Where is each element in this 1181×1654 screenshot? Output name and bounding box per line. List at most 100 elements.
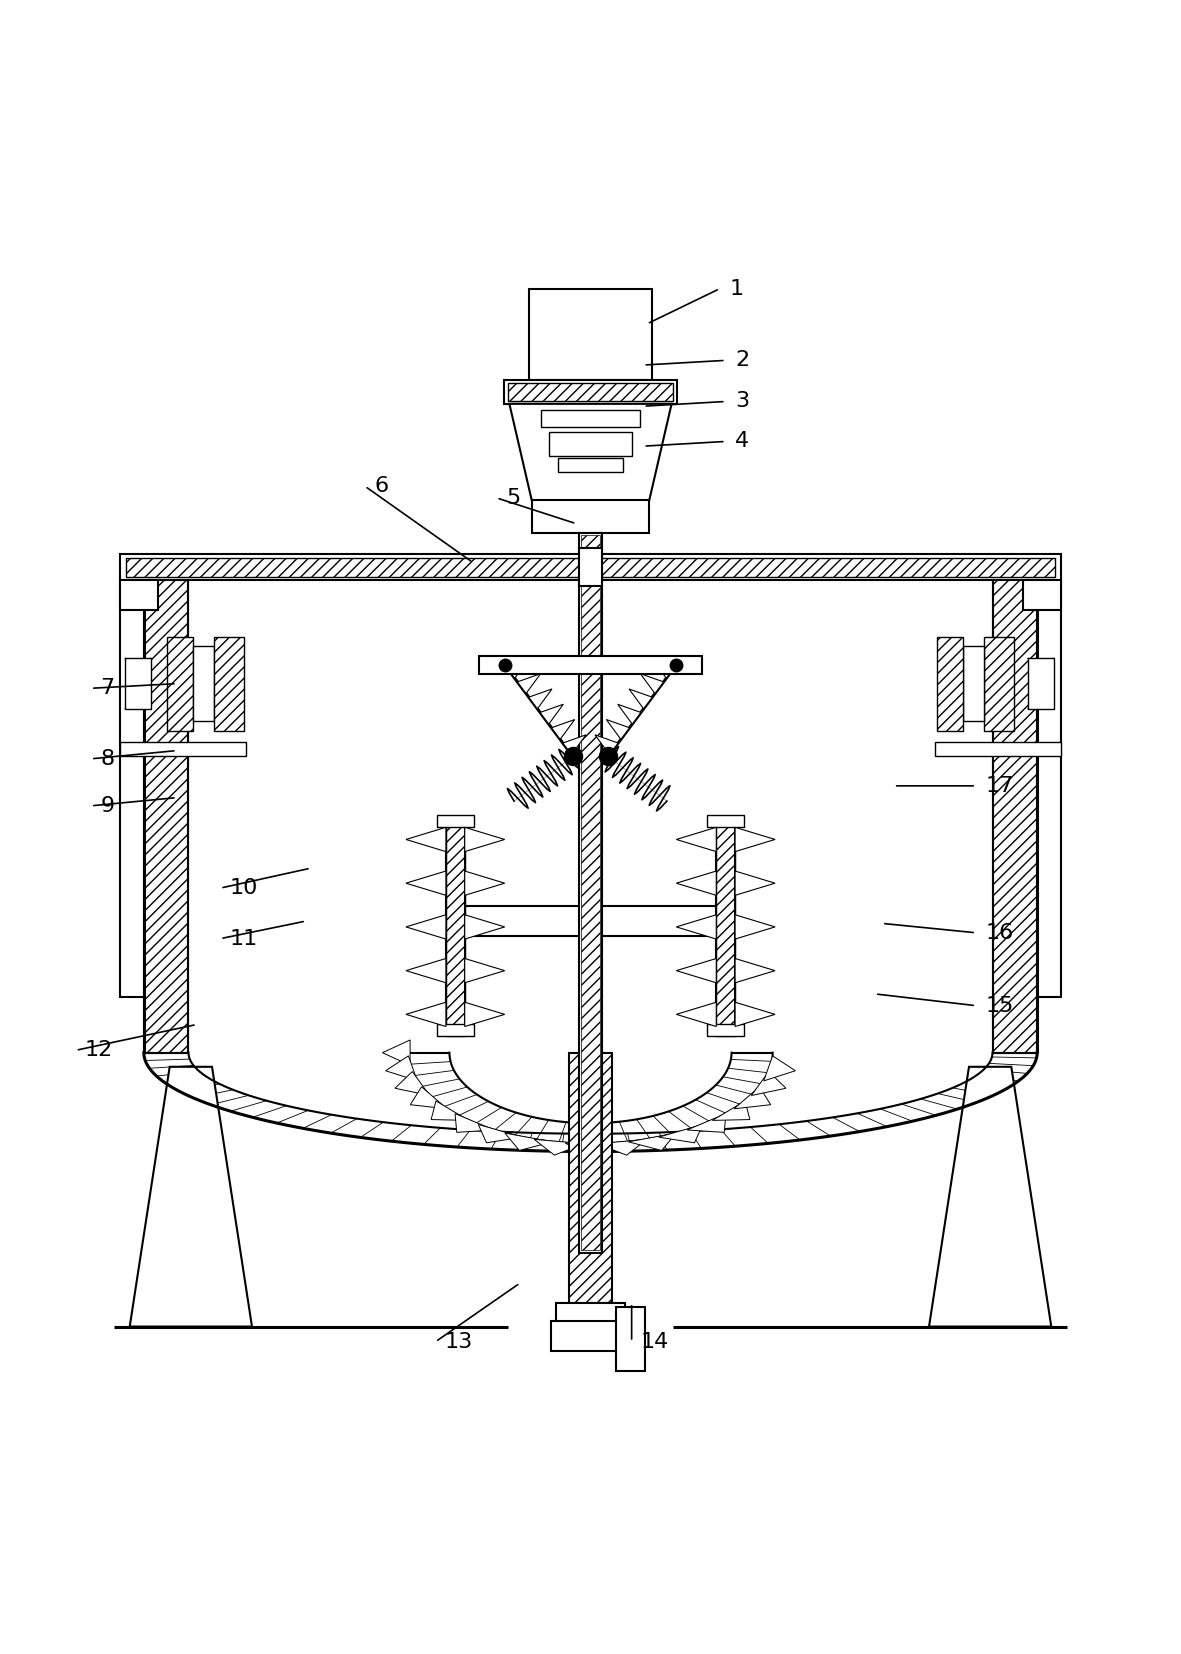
Polygon shape (478, 1125, 522, 1143)
Polygon shape (565, 1143, 616, 1156)
Polygon shape (677, 872, 716, 895)
Polygon shape (383, 1040, 410, 1065)
Polygon shape (517, 673, 541, 693)
Polygon shape (465, 1002, 504, 1027)
Bar (478, 657, 703, 673)
Polygon shape (505, 658, 529, 678)
Text: 2: 2 (735, 351, 749, 370)
Bar (531, 500, 650, 533)
Bar (707, 1024, 744, 1035)
Bar (616, 1307, 645, 1371)
Polygon shape (540, 705, 563, 724)
Text: 12: 12 (85, 1040, 113, 1060)
Polygon shape (735, 827, 775, 852)
Polygon shape (563, 734, 586, 754)
Bar (938, 637, 964, 731)
Bar (707, 815, 744, 827)
Text: 8: 8 (100, 749, 115, 769)
Polygon shape (751, 1072, 787, 1095)
Polygon shape (659, 1125, 703, 1143)
Polygon shape (505, 1133, 553, 1151)
Polygon shape (552, 719, 575, 739)
Polygon shape (455, 1113, 494, 1133)
Polygon shape (677, 915, 716, 939)
Bar (716, 817, 735, 1035)
Bar (1023, 581, 1061, 610)
Text: 14: 14 (641, 1331, 670, 1351)
Polygon shape (534, 1140, 585, 1154)
Polygon shape (677, 1002, 716, 1027)
Bar (437, 815, 474, 827)
Polygon shape (652, 658, 676, 678)
Polygon shape (465, 872, 504, 895)
Polygon shape (406, 915, 446, 939)
Text: 6: 6 (374, 476, 389, 496)
Text: 16: 16 (985, 923, 1013, 943)
Polygon shape (406, 827, 446, 852)
Bar (126, 557, 1055, 577)
Polygon shape (677, 959, 716, 982)
Bar (550, 1320, 631, 1351)
Bar (503, 380, 678, 404)
Bar (579, 533, 602, 1252)
Text: 3: 3 (735, 392, 749, 412)
Bar (964, 647, 984, 721)
Polygon shape (735, 872, 775, 895)
Text: 10: 10 (229, 878, 257, 898)
Text: 7: 7 (100, 678, 115, 698)
Polygon shape (410, 1087, 446, 1108)
Polygon shape (735, 959, 775, 982)
Bar (992, 581, 1037, 1052)
Polygon shape (735, 1087, 771, 1108)
Text: 5: 5 (505, 488, 520, 508)
Polygon shape (431, 1102, 469, 1120)
Bar (125, 658, 151, 710)
Polygon shape (929, 1067, 1051, 1327)
Polygon shape (595, 734, 618, 754)
Text: 13: 13 (445, 1331, 474, 1351)
Bar (120, 581, 158, 610)
Polygon shape (687, 1113, 726, 1133)
Polygon shape (130, 1067, 252, 1327)
Text: 1: 1 (729, 278, 743, 299)
Text: 11: 11 (229, 928, 257, 949)
Polygon shape (386, 1055, 417, 1080)
Bar (556, 1303, 625, 1322)
Bar (984, 637, 1013, 731)
Polygon shape (606, 719, 629, 739)
Bar (446, 817, 465, 1035)
Polygon shape (735, 1002, 775, 1027)
Polygon shape (640, 673, 664, 693)
Polygon shape (618, 705, 641, 724)
Text: 15: 15 (985, 996, 1013, 1016)
Bar (215, 637, 243, 731)
Polygon shape (406, 1002, 446, 1027)
Bar (581, 536, 600, 1250)
Bar (569, 1052, 612, 1303)
Bar (120, 581, 158, 997)
Bar (168, 637, 194, 731)
Text: 9: 9 (100, 796, 115, 815)
Bar (437, 1024, 474, 1035)
Polygon shape (406, 872, 446, 895)
Polygon shape (465, 959, 504, 982)
Polygon shape (509, 404, 672, 500)
Bar (194, 647, 215, 721)
Polygon shape (529, 690, 552, 710)
Bar (1023, 581, 1061, 997)
Bar (557, 458, 624, 471)
Polygon shape (465, 915, 504, 939)
Polygon shape (764, 1055, 795, 1080)
Text: 17: 17 (985, 776, 1013, 796)
Polygon shape (406, 959, 446, 982)
Bar (549, 432, 632, 455)
Polygon shape (712, 1102, 750, 1120)
Bar (541, 410, 640, 427)
Bar (120, 554, 1061, 581)
Bar (144, 581, 189, 1052)
Polygon shape (394, 1072, 430, 1095)
Polygon shape (677, 827, 716, 852)
Bar (1027, 658, 1053, 710)
Bar (579, 549, 602, 586)
Polygon shape (628, 1133, 676, 1151)
